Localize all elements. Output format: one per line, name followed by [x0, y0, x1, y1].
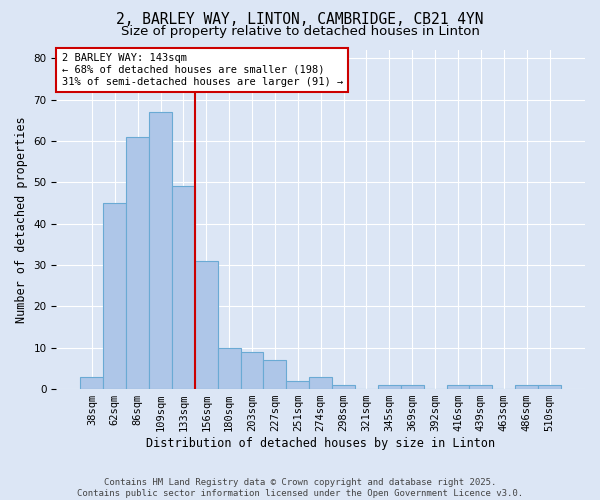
Bar: [332, 385, 355, 389]
Bar: [80, 376, 103, 389]
Bar: [149, 112, 172, 389]
Bar: [241, 352, 263, 389]
Bar: [378, 385, 401, 389]
Bar: [309, 376, 332, 389]
Bar: [195, 261, 218, 389]
Bar: [103, 203, 126, 389]
Y-axis label: Number of detached properties: Number of detached properties: [15, 116, 28, 323]
Bar: [172, 186, 195, 389]
Text: 2 BARLEY WAY: 143sqm
← 68% of detached houses are smaller (198)
31% of semi-deta: 2 BARLEY WAY: 143sqm ← 68% of detached h…: [62, 54, 343, 86]
Bar: [469, 385, 493, 389]
Bar: [286, 381, 309, 389]
Bar: [126, 137, 149, 389]
Bar: [446, 385, 469, 389]
X-axis label: Distribution of detached houses by size in Linton: Distribution of detached houses by size …: [146, 437, 495, 450]
Bar: [401, 385, 424, 389]
Bar: [218, 348, 241, 389]
Bar: [515, 385, 538, 389]
Text: Size of property relative to detached houses in Linton: Size of property relative to detached ho…: [121, 25, 479, 38]
Bar: [538, 385, 561, 389]
Text: 2, BARLEY WAY, LINTON, CAMBRIDGE, CB21 4YN: 2, BARLEY WAY, LINTON, CAMBRIDGE, CB21 4…: [116, 12, 484, 28]
Bar: [263, 360, 286, 389]
Text: Contains HM Land Registry data © Crown copyright and database right 2025.
Contai: Contains HM Land Registry data © Crown c…: [77, 478, 523, 498]
